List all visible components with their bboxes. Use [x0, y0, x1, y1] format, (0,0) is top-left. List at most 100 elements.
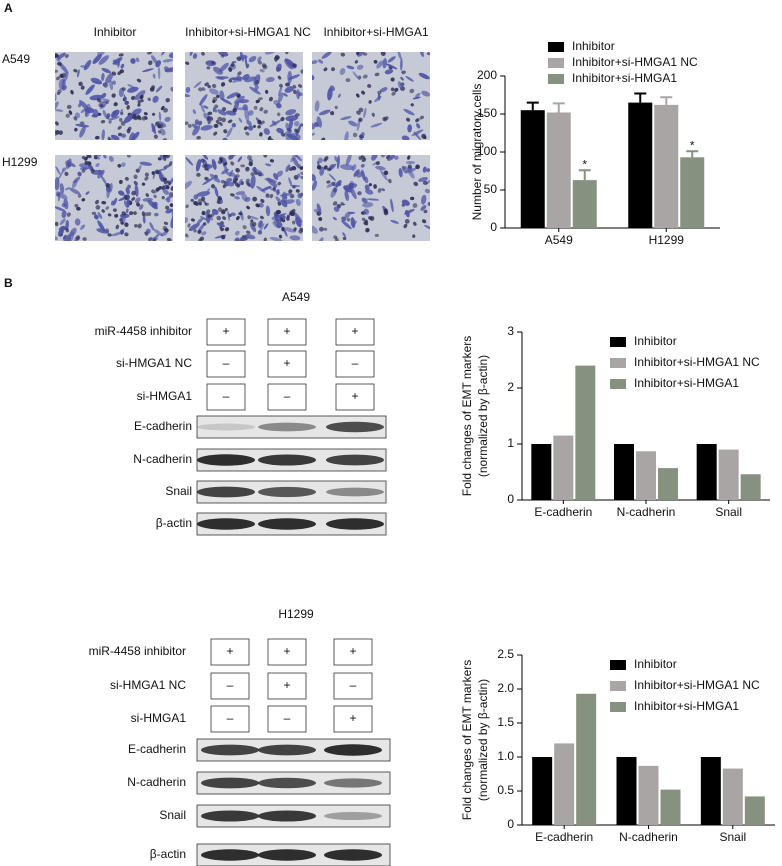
legend-swatch: [548, 58, 564, 68]
cell: [113, 208, 117, 212]
cell: [57, 168, 65, 181]
cell: [101, 67, 112, 74]
bar: [740, 474, 761, 500]
cell: [193, 229, 197, 233]
cell: [404, 208, 415, 215]
cell: [300, 175, 303, 180]
cell: [61, 202, 66, 208]
cell: [221, 210, 226, 215]
cell: [118, 179, 123, 184]
cell: [421, 194, 427, 205]
cell: [69, 227, 77, 237]
cell: [117, 125, 122, 130]
cell: [202, 155, 209, 160]
cell: [312, 132, 316, 137]
condition-sign: +: [226, 644, 233, 658]
cell: [64, 187, 71, 191]
cell: [269, 193, 274, 199]
cell: [258, 202, 264, 208]
cell: [278, 85, 283, 97]
cell: [214, 186, 219, 198]
cell: [358, 156, 363, 160]
condition-label: si-HMGA1 NC: [110, 678, 186, 692]
cell: [331, 67, 336, 72]
cell: [137, 223, 142, 229]
blot-strip: [196, 415, 387, 439]
cell: [152, 170, 156, 180]
cell: [134, 90, 146, 101]
cell: [346, 217, 351, 222]
condition-box: [335, 350, 375, 378]
cell: [344, 131, 349, 140]
cell: [359, 137, 363, 140]
cell: [120, 111, 124, 116]
condition-sign: –: [223, 389, 230, 403]
cell: [259, 68, 265, 73]
cell: [185, 61, 190, 65]
y-tick-label: 150: [477, 106, 497, 120]
cell: [93, 155, 102, 158]
cell: [108, 155, 114, 162]
blot-band: [258, 777, 316, 789]
cell: [164, 67, 173, 73]
cell: [348, 120, 358, 127]
cell: [259, 132, 263, 137]
cell: [271, 120, 277, 126]
cell: [135, 57, 140, 63]
cell: [101, 98, 111, 102]
cell: [412, 203, 418, 208]
condition-sign: +: [283, 678, 290, 692]
cell: [285, 109, 297, 116]
cell: [407, 124, 412, 133]
cell: [279, 217, 284, 223]
cell: [373, 184, 377, 189]
y-tick-label: 3: [507, 324, 514, 338]
cell: [370, 122, 383, 128]
cell: [330, 186, 338, 198]
cell: [201, 52, 205, 56]
cell: [368, 100, 372, 104]
cell: [211, 83, 217, 89]
condition-sign: +: [283, 644, 290, 658]
cell: [106, 113, 111, 118]
condition-sign: –: [284, 389, 291, 403]
cell: [65, 113, 70, 118]
cell: [165, 97, 170, 103]
cell: [318, 217, 323, 221]
cell: [244, 76, 257, 83]
cell: [137, 99, 141, 105]
condition-box: [267, 638, 307, 666]
condition-box: [267, 383, 307, 411]
cell: [95, 199, 99, 205]
bar: [531, 444, 552, 500]
cell: [148, 60, 153, 66]
cell: [279, 83, 283, 88]
cell: [167, 180, 171, 185]
cell: [91, 80, 102, 84]
cell: [169, 203, 173, 208]
blot-band: [326, 421, 384, 433]
cell: [390, 198, 394, 213]
cell: [341, 220, 352, 230]
cell: [64, 54, 69, 58]
cell: [264, 52, 277, 55]
cell: [162, 155, 168, 158]
cell: [294, 128, 299, 134]
cell: [194, 119, 200, 126]
cell: [55, 101, 59, 112]
cell: [360, 132, 365, 137]
cell: [185, 93, 191, 97]
cell: [312, 174, 316, 182]
cell: [387, 155, 396, 161]
cell: [274, 56, 278, 62]
cell: [259, 215, 264, 220]
cell: [216, 200, 221, 205]
y-axis-label: Fold changes of EMT markers: [460, 660, 474, 821]
legend-swatch: [610, 358, 626, 368]
cell: [168, 161, 173, 166]
cell: [257, 56, 262, 62]
cell: [70, 89, 74, 95]
condition-box: [335, 383, 375, 411]
cell: [207, 84, 211, 89]
cell: [95, 204, 101, 210]
